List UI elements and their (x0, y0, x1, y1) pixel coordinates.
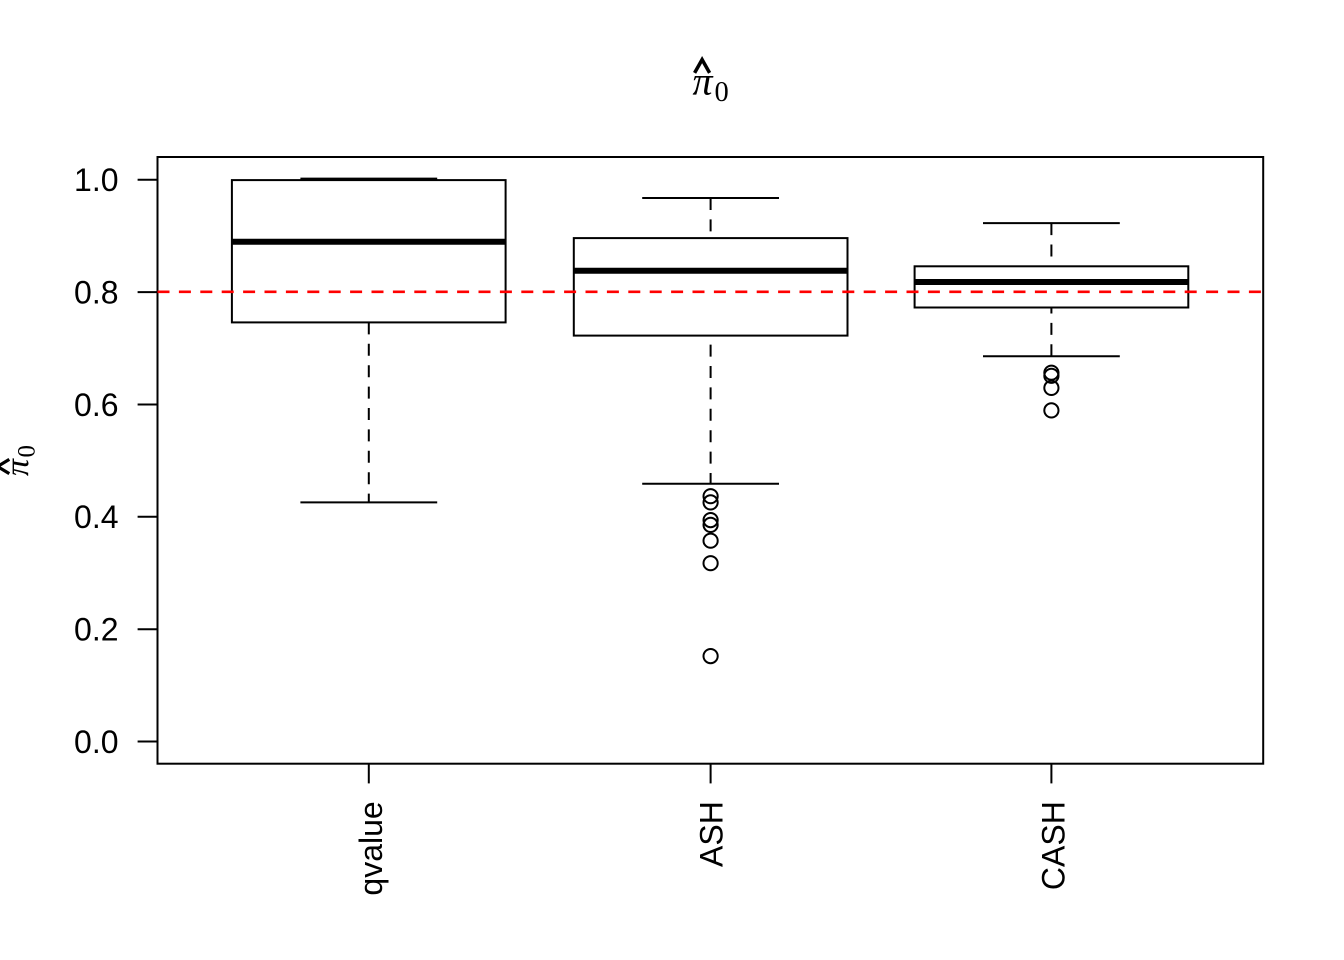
svg-text:π: π (0, 458, 36, 476)
svg-text:0.6: 0.6 (74, 387, 118, 423)
svg-text:1.0: 1.0 (74, 162, 118, 198)
svg-text:0: 0 (13, 445, 40, 458)
svg-text:ASH: ASH (694, 801, 730, 867)
svg-text:CASH: CASH (1036, 801, 1072, 890)
svg-text:0.8: 0.8 (74, 274, 118, 310)
svg-text:0: 0 (715, 77, 729, 108)
svg-text:0.0: 0.0 (74, 724, 118, 760)
svg-text:qvalue: qvalue (353, 801, 389, 895)
svg-text:π: π (693, 59, 714, 104)
svg-text:0.4: 0.4 (74, 499, 118, 535)
svg-text:0.2: 0.2 (74, 612, 118, 648)
